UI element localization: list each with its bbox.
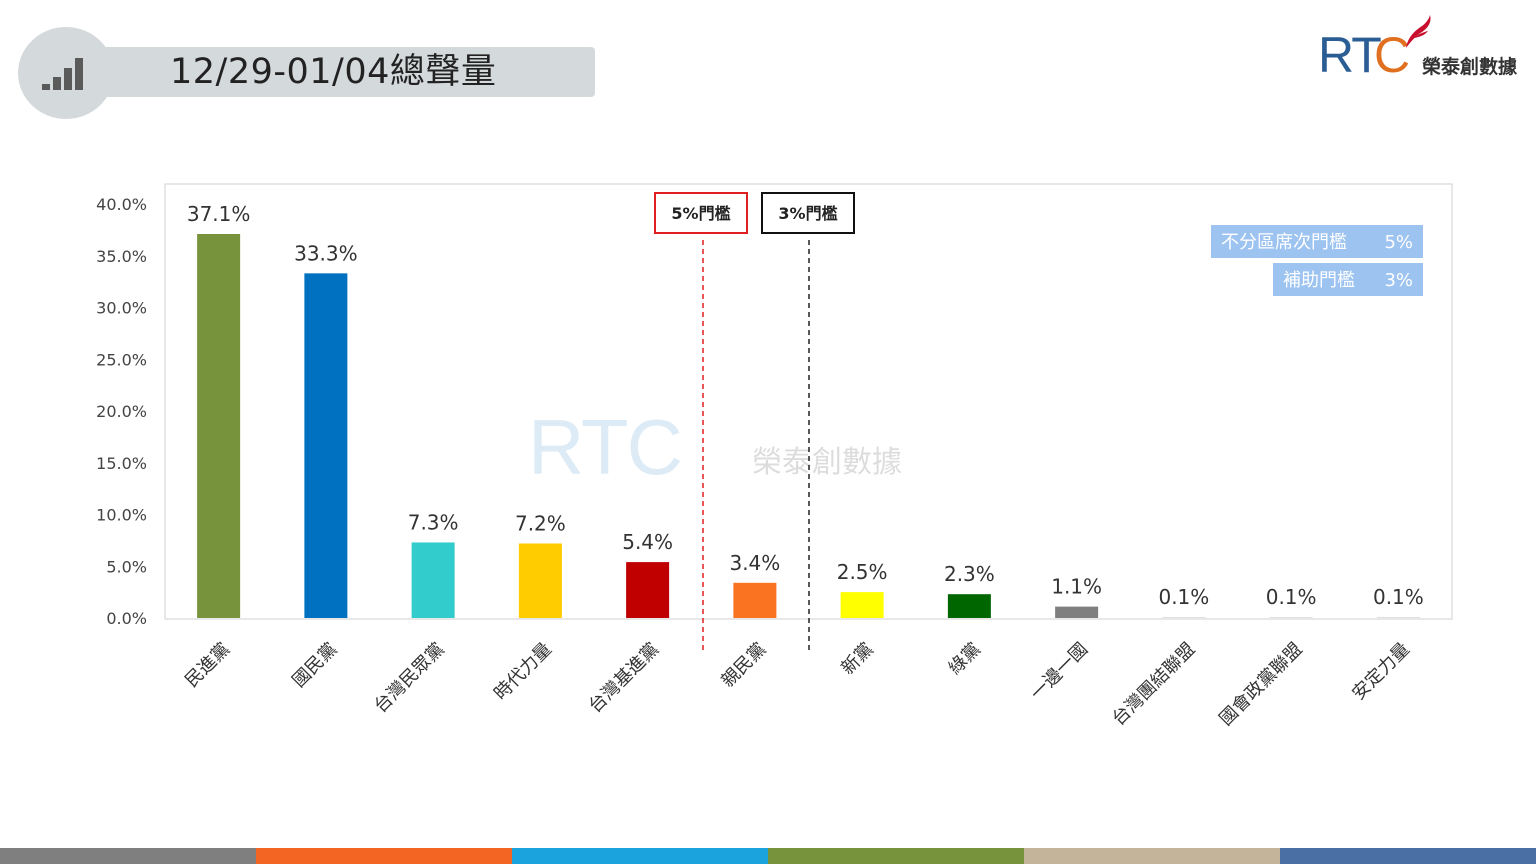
data-label: 0.1% [1373,585,1424,609]
legend-seat-value: 5% [1384,232,1413,253]
stripe-segment [512,848,768,864]
bars [197,234,1420,618]
data-label: 2.3% [944,562,995,586]
bar [411,542,455,618]
x-tick-label: 時代力量 [490,639,556,705]
stripe-segment [1280,848,1536,864]
stripe-segment [1024,848,1280,864]
data-label: 1.1% [1051,575,1102,599]
logo-letters: RT [1318,27,1382,83]
data-label: 37.1% [187,202,251,226]
legend-seat-threshold: 不分區席次門檻 5% [1211,225,1423,258]
data-label: 0.1% [1158,585,1209,609]
bar [197,234,241,618]
y-tick-label: 30.0% [96,299,147,318]
data-label: 2.5% [837,560,888,584]
legend-subsidy-label: 補助門檻 [1283,270,1355,291]
data-label: 33.3% [294,241,358,265]
data-label: 3.4% [729,551,780,575]
x-tick-label: 民進黨 [181,639,234,692]
x-tick-label: 台灣團結聯盟 [1108,639,1199,730]
bar [1269,616,1313,618]
y-tick-label: 0.0% [106,609,147,628]
y-tick-label: 15.0% [96,454,147,473]
bar [304,273,348,618]
x-tick-label: 新黨 [837,639,877,679]
legend-subsidy-value: 3% [1384,270,1413,291]
page-title: 12/29-01/04總聲量 [170,52,497,92]
y-tick-label: 10.0% [96,506,147,525]
stripe-segment [0,848,256,864]
y-axis: 0.0% 5.0% 10.0% 15.0% 20.0% 25.0% 30.0% 35.0% 40… [96,195,147,628]
flame-icon [1406,15,1431,48]
watermark-name: 榮泰創數據 [752,445,902,480]
threshold-box-3pct: 3%門檻 [761,192,855,234]
threshold-box-5pct: 5%門檻 [654,192,748,234]
signal-bars-icon [42,58,83,90]
y-tick-label: 35.0% [96,247,147,266]
bar [626,562,670,618]
bar [1162,616,1206,618]
y-tick-label: 20.0% [96,402,147,421]
x-tick-label: 國會政黨聯盟 [1215,639,1306,730]
y-tick-label: 5.0% [106,557,147,576]
data-label: 7.3% [408,510,459,534]
x-tick-label: 台灣基進黨 [585,639,663,717]
bar [1376,616,1420,618]
watermark: RTC 榮泰創數據 [528,403,902,491]
x-tick-label: 台灣民眾黨 [370,639,448,717]
bar [518,543,562,618]
bar [733,582,777,618]
data-label: 0.1% [1266,585,1317,609]
x-axis: 民進黨 國民黨 台灣民眾黨 時代力量 台灣基進黨 親民黨 新黨 綠黨 一邊一國 台灣團結聯盟 國會政… [181,639,1414,730]
x-tick-label: 安定力量 [1348,639,1414,705]
bar [840,592,884,618]
stripe-segment [256,848,512,864]
x-tick-label: 國民黨 [288,639,341,692]
company-logo: RT C 榮泰創數據 [1312,14,1532,84]
title-banner [95,47,595,97]
stripe-segment [768,848,1024,864]
data-label: 5.4% [622,530,673,554]
bottom-color-stripe [0,848,1536,864]
watermark-letters: RTC [528,403,681,491]
y-tick-label: 25.0% [96,350,147,369]
logo-c-letter: C [1374,27,1411,83]
y-tick-label: 40.0% [96,195,147,214]
logo-name: 榮泰創數據 [1422,56,1518,78]
x-tick-label: 親民黨 [717,639,770,692]
bar [947,594,991,618]
threshold-label-3pct: 3%門檻 [778,204,837,223]
legend-subsidy-threshold: 補助門檻 3% [1273,263,1423,296]
x-tick-label: 一邊一國 [1026,639,1092,705]
bar [1055,606,1099,618]
data-labels: 37.1% 33.3% 7.3% 7.2% 5.4% 3.4% 2.5% 2.3% 1.1% 0.… [187,202,1424,609]
threshold-label-5pct: 5%門檻 [671,204,730,223]
x-tick-label: 綠黨 [945,639,985,679]
legend-seat-label: 不分區席次門檻 [1221,232,1347,253]
data-label: 7.2% [515,511,566,535]
